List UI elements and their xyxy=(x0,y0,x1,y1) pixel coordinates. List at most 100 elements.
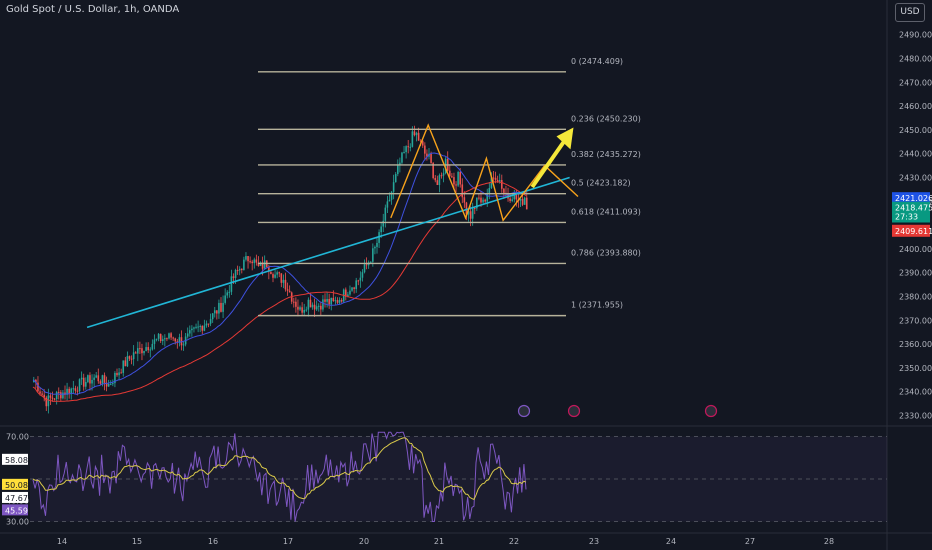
candle-body xyxy=(118,372,120,376)
candle-body xyxy=(480,197,482,203)
candle-body xyxy=(295,301,297,307)
candle-body xyxy=(351,287,353,291)
price-tag xyxy=(892,224,930,237)
candle-body xyxy=(324,299,326,302)
candle-body xyxy=(168,333,170,339)
fib-level-label: 0.236 (2450.230) xyxy=(571,114,641,123)
candle-body xyxy=(103,375,106,383)
candle-body xyxy=(498,180,501,182)
candle-body xyxy=(141,348,143,354)
candle-body xyxy=(523,197,526,205)
candle-body xyxy=(509,198,511,201)
candle-body xyxy=(407,146,409,148)
candle-body xyxy=(432,162,434,179)
candle-body xyxy=(207,323,210,325)
candle-body xyxy=(421,141,424,146)
candle-body xyxy=(415,132,418,136)
candle-body xyxy=(282,279,285,283)
candle-body xyxy=(521,198,524,205)
candle-body xyxy=(120,372,122,374)
candle-body xyxy=(417,132,420,141)
trendline xyxy=(86,176,570,329)
candle-body xyxy=(390,191,393,200)
candle-body xyxy=(397,165,399,175)
candle-body xyxy=(124,360,127,367)
candle-body xyxy=(101,375,104,384)
candle-body xyxy=(293,301,295,303)
candle-body xyxy=(80,377,83,380)
candle-body xyxy=(236,270,239,272)
time-tick-label: 16 xyxy=(208,537,218,546)
candle-body xyxy=(278,272,281,274)
candle-body xyxy=(74,388,77,391)
candle-body xyxy=(174,338,177,342)
candle-body xyxy=(70,388,73,395)
candle-body xyxy=(440,175,443,177)
currency-button[interactable]: USD xyxy=(895,3,925,22)
candle-body xyxy=(91,379,93,384)
candle-body xyxy=(403,152,405,154)
fib-level-label: 0.786 (2393.880) xyxy=(571,248,641,257)
event-flag-icon xyxy=(567,404,581,418)
candle-body xyxy=(193,327,195,329)
candle-body xyxy=(303,309,305,313)
candle-body xyxy=(355,280,357,289)
candle-body xyxy=(199,325,201,327)
candle-body xyxy=(232,276,235,278)
candle-body xyxy=(453,177,455,185)
candle-body xyxy=(213,310,216,314)
price-tag xyxy=(892,210,930,223)
candle-body xyxy=(122,360,125,373)
candle-body xyxy=(211,313,214,320)
candle-body xyxy=(353,287,355,289)
candle-body xyxy=(95,375,97,378)
candle-body xyxy=(82,377,85,387)
candle-body xyxy=(378,232,380,243)
candle-body xyxy=(482,199,484,203)
candle-body xyxy=(205,323,208,326)
candle-body xyxy=(313,304,316,310)
candle-body xyxy=(109,383,112,385)
price-tick-label: 2340.000 xyxy=(899,388,932,397)
candle-body xyxy=(519,198,522,201)
rsi-value-tag xyxy=(2,453,28,465)
candle-body xyxy=(128,356,131,359)
candle-body xyxy=(330,297,333,305)
candle-body xyxy=(261,262,264,269)
candle-body xyxy=(392,182,395,192)
candle-body xyxy=(230,276,233,292)
candle-body xyxy=(424,145,426,154)
candle-body xyxy=(93,377,95,380)
candle-body xyxy=(513,193,516,200)
price-tick-label: 2400.000 xyxy=(899,245,932,254)
candle-body xyxy=(473,207,476,209)
candle-body xyxy=(301,307,303,313)
candle-body xyxy=(372,248,374,262)
candle-body xyxy=(105,382,108,387)
candle-body xyxy=(241,268,243,270)
candle-body xyxy=(97,375,100,382)
candle-body xyxy=(345,289,347,297)
price-tick-label: 2380.000 xyxy=(899,292,932,301)
candle-body xyxy=(191,328,193,331)
candle-body xyxy=(143,350,145,354)
rsi-value-label: 50.08 xyxy=(5,481,28,490)
candle-body xyxy=(166,338,168,340)
candle-body xyxy=(382,220,385,227)
event-flash-icon xyxy=(517,404,531,418)
candle-body xyxy=(317,305,320,307)
candle-body xyxy=(413,131,416,136)
candle-body xyxy=(130,358,133,360)
candle-body xyxy=(245,256,247,260)
candle-body xyxy=(461,184,464,198)
candle-body xyxy=(369,261,372,263)
time-tick-label: 23 xyxy=(589,537,599,546)
candle-body xyxy=(394,174,397,183)
candle-body xyxy=(409,146,412,148)
candle-body xyxy=(114,372,116,384)
candle-body xyxy=(228,291,231,293)
price-tick-label: 2360.000 xyxy=(899,340,932,349)
candle-body xyxy=(449,170,451,177)
candle-body xyxy=(243,259,245,270)
